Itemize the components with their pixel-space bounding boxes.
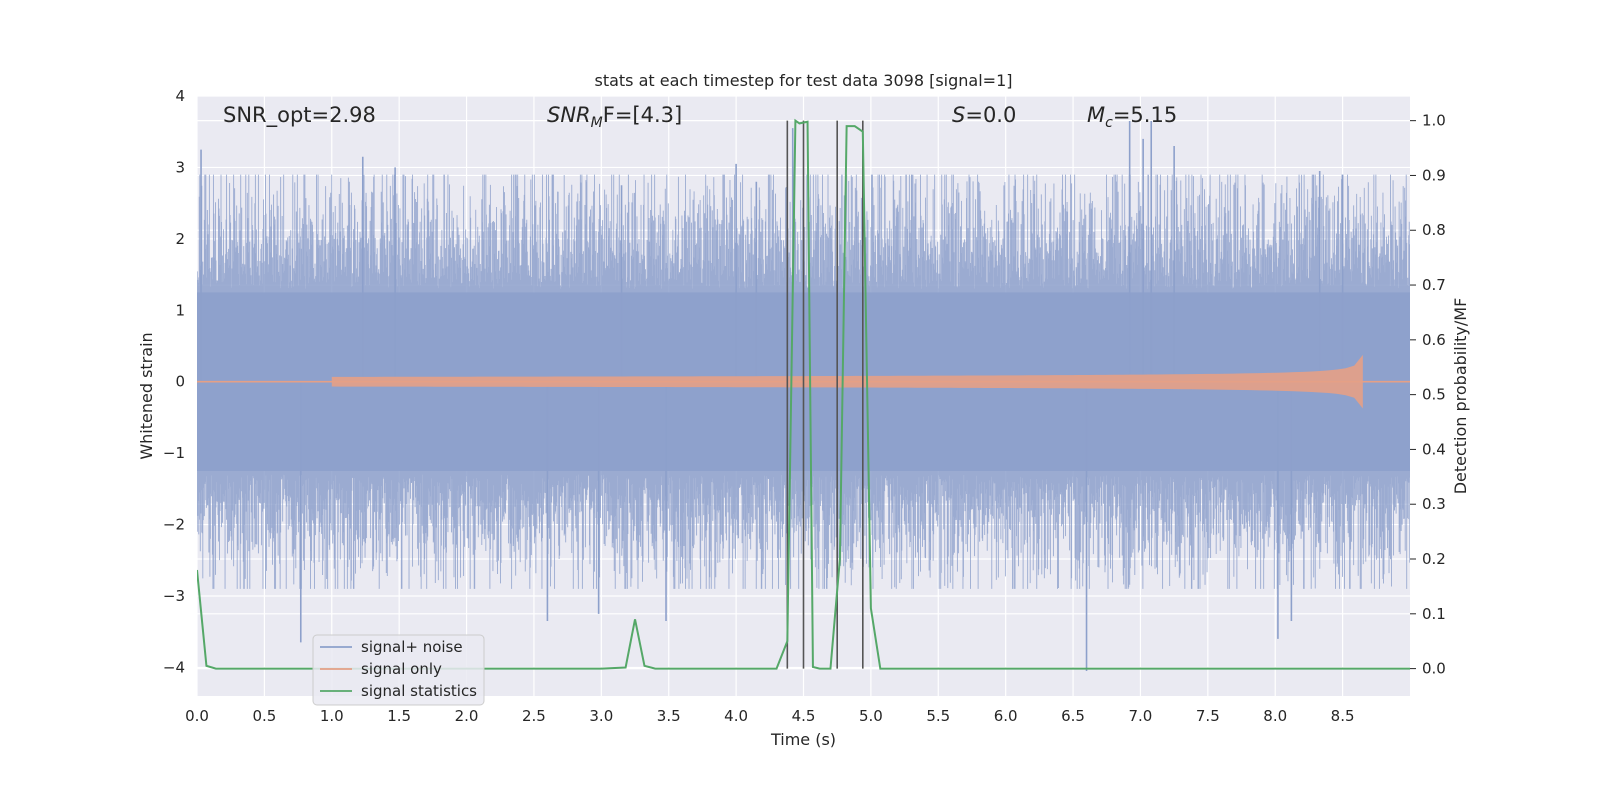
y-axis-label: Whitened strain xyxy=(137,332,156,459)
x-tick-label: 2.5 xyxy=(522,707,546,725)
legend-label-signal-statistics: signal statistics xyxy=(361,682,477,700)
y2-tick-label: 0.3 xyxy=(1422,495,1446,513)
legend-box xyxy=(312,634,485,706)
y-tick-label: −4 xyxy=(163,658,185,676)
x-axis-label: Time (s) xyxy=(770,730,836,749)
legend-label-signal-only: signal only xyxy=(361,660,442,678)
y2-axis-label: Detection probability/MF xyxy=(1451,298,1470,495)
annotation-s-tail: =0.0 xyxy=(965,103,1016,127)
x-tick-label: 6.0 xyxy=(994,707,1018,725)
annotation-mc-main: M xyxy=(1087,103,1105,127)
y-tick-label: 3 xyxy=(175,158,185,176)
annotation-snr-opt: SNR_opt=2.98 xyxy=(223,103,376,128)
y-tick-label: −2 xyxy=(163,516,185,534)
y-tick-label: 0 xyxy=(175,373,185,391)
chart-title: stats at each timestep for test data 309… xyxy=(594,71,1012,90)
y-tick-label: 2 xyxy=(175,230,185,248)
y2-tick-label: 0.0 xyxy=(1422,660,1446,678)
x-tick-label: 1.0 xyxy=(320,707,344,725)
annotation-snr-mf-sub: M xyxy=(591,115,603,131)
x-tick-label: 0.5 xyxy=(252,707,276,725)
x-tick-label: 7.0 xyxy=(1129,707,1153,725)
y-tick-label: 1 xyxy=(175,301,185,319)
y-tick-label: −1 xyxy=(163,444,185,462)
x-tick-label: 1.5 xyxy=(387,707,411,725)
y2-tick-label: 0.7 xyxy=(1422,276,1446,294)
x-tick-label: 5.0 xyxy=(859,707,883,725)
x-tick-label: 0.0 xyxy=(185,707,209,725)
y2-tick-label: 0.9 xyxy=(1422,166,1446,184)
y2-tick-label: 0.4 xyxy=(1422,440,1446,458)
y-tick-label: −3 xyxy=(163,587,185,605)
x-tick-label: 8.5 xyxy=(1331,707,1355,725)
ticks: 0.0 0.5 1.0 1.5 2.0 2.5 3.0 3.5 4.0 4.5 5.0 5.5 6.0 6… xyxy=(163,87,1446,725)
annotation-mc-tail: =5.15 xyxy=(1113,103,1177,127)
annotation-mc-sub: c xyxy=(1105,115,1113,131)
x-tick-label: 8.0 xyxy=(1263,707,1287,725)
annotation-snr-mf-main: SNR xyxy=(547,103,591,127)
y-tick-label: 4 xyxy=(175,87,185,105)
legend: signal+ noise signal only signal statist… xyxy=(312,634,485,706)
annotation-snr-mf: SNRMF=[4.3] xyxy=(547,103,682,131)
annotation-mc: Mc=5.15 xyxy=(1087,103,1177,131)
x-tick-label: 6.5 xyxy=(1061,707,1085,725)
x-tick-label: 7.5 xyxy=(1196,707,1220,725)
x-tick-label: 5.5 xyxy=(926,707,950,725)
y2-tick-label: 0.1 xyxy=(1422,605,1446,623)
annotation-snr-mf-tail: F=[4.3] xyxy=(603,103,682,127)
annotation-s-main: S xyxy=(952,103,965,127)
x-tick-label: 3.0 xyxy=(589,707,613,725)
x-tick-label: 4.5 xyxy=(792,707,816,725)
x-tick-label: 3.5 xyxy=(657,707,681,725)
legend-label-signal-noise: signal+ noise xyxy=(361,638,463,656)
annotation-s: S=0.0 xyxy=(952,103,1016,127)
y2-tick-label: 0.2 xyxy=(1422,550,1446,568)
x-tick-label: 2.0 xyxy=(455,707,479,725)
y2-tick-label: 0.6 xyxy=(1422,331,1446,349)
y2-tick-label: 0.8 xyxy=(1422,221,1446,239)
y2-tick-label: 0.5 xyxy=(1422,386,1446,404)
y2-tick-label: 1.0 xyxy=(1422,112,1446,130)
x-tick-label: 4.0 xyxy=(724,707,748,725)
